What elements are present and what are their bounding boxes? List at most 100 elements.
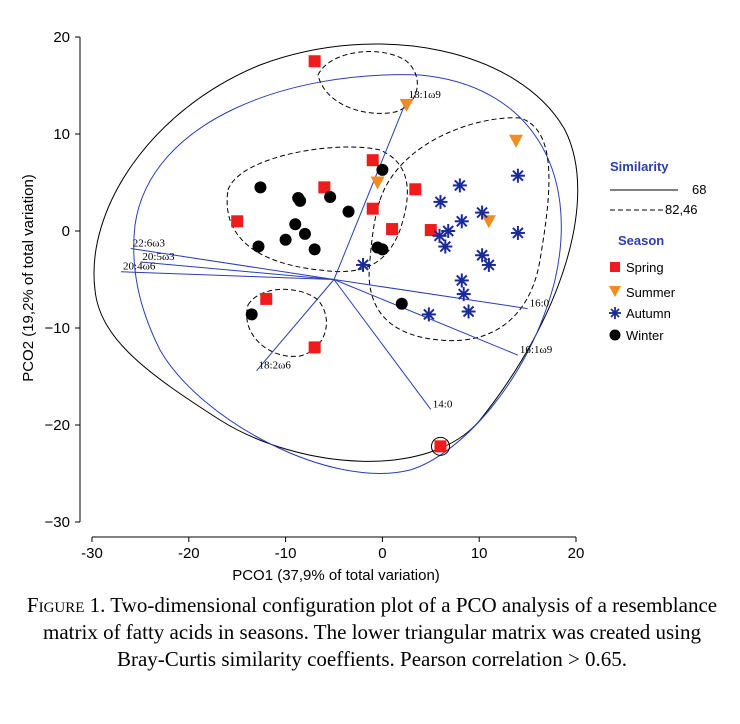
autumn-point [475, 205, 490, 220]
autumn-point [441, 224, 456, 238]
x-tick-label: -20 [178, 545, 200, 562]
contour-82-right [368, 117, 550, 342]
winter-point [245, 308, 258, 321]
winter-point [254, 181, 267, 194]
spring-point [366, 202, 379, 215]
winter-point [376, 163, 389, 176]
figure-caption: Figure 1. Two-dimensional configuration … [22, 592, 722, 673]
vector-line [256, 279, 335, 372]
legend-autumn-marker [609, 307, 621, 319]
legend-similarity-title: Similarity [610, 159, 669, 174]
spring-point [409, 183, 422, 196]
x-tick-label: 0 [378, 545, 386, 562]
autumn-point [510, 225, 525, 240]
x-tick-label: -10 [275, 545, 297, 562]
autumn-point [438, 239, 453, 254]
vector-label: 18:2ω6 [259, 360, 292, 372]
autumn-point [356, 257, 371, 272]
vector-label: 20:4ω6 [123, 261, 156, 273]
x-axis-ticks: -30 -20 -10 0 10 20 [81, 537, 584, 562]
vector-label: 18:1ω9 [409, 89, 442, 101]
legend-spring-label: Spring [626, 260, 664, 275]
y-tick-label: −10 [45, 320, 70, 337]
contour-82-lower [246, 288, 327, 357]
spring-point [308, 55, 321, 68]
spring-point [260, 292, 273, 305]
figure-label: Figure 1. [26, 593, 106, 617]
winter-point [308, 243, 321, 256]
y-tick-label: 0 [62, 223, 70, 240]
y-tick-label: 20 [53, 29, 70, 46]
winter-point [395, 297, 408, 310]
winter-point [298, 227, 311, 240]
legend-autumn-label: Autumn [626, 306, 671, 321]
winter-point [342, 205, 355, 218]
summer-point [481, 215, 496, 229]
summer-point [370, 176, 385, 190]
x-tick-label: -30 [81, 545, 103, 562]
spring-point [386, 223, 399, 236]
winter-point [376, 243, 389, 256]
autumn-point [475, 248, 490, 263]
vector-line [333, 99, 408, 280]
contour-82-center [226, 146, 408, 273]
similarity-contours [93, 43, 579, 474]
winter-point [289, 218, 302, 231]
legend-dashed-label: 82,46 [665, 202, 698, 217]
autumn-point [510, 168, 525, 183]
winter-point [252, 240, 265, 253]
vector-line [333, 279, 432, 410]
winter-point [324, 191, 337, 204]
legend-solid-label: 68 [692, 182, 706, 197]
winter-point [294, 194, 307, 207]
y-tick-label: −20 [45, 417, 70, 434]
spring-point [308, 341, 321, 354]
spring-point [318, 181, 331, 194]
spring-point [366, 154, 379, 167]
vector-line [333, 279, 528, 310]
vector-line [130, 247, 335, 280]
autumn-point [456, 287, 471, 302]
y-axis-ticks: 20 10 0 −10 −20 −30 [45, 29, 80, 531]
vector-line [140, 261, 335, 280]
summer-point [508, 134, 523, 148]
legend-winter-marker [609, 329, 621, 341]
legend-spring-marker [610, 262, 620, 272]
winter-point [279, 233, 292, 246]
vector-label: 14:0 [433, 398, 453, 410]
caption-text: Two-dimensional configuration plot of a … [43, 593, 718, 671]
autumn-point [452, 178, 467, 193]
y-tick-label: −30 [45, 514, 70, 531]
y-axis-title: PCO2 (19,2% of total variation) [20, 174, 37, 382]
summer-point [399, 98, 414, 112]
x-tick-label: 10 [471, 545, 488, 562]
contour-68-outer [93, 43, 579, 462]
spring-point [231, 215, 244, 228]
x-axis-title: PCO1 (37,9% of total variation) [232, 567, 440, 584]
vector-label: 16:1ω9 [520, 344, 553, 356]
legend-summer-label: Summer [626, 285, 676, 300]
contour-68-blue [133, 74, 562, 474]
vector-line [121, 271, 335, 280]
spring-point [424, 224, 437, 237]
autumn-point [454, 273, 469, 288]
vector-label: 22:6ω3 [133, 237, 166, 249]
spring-point [434, 440, 447, 453]
autumn-point [433, 194, 448, 209]
legend: Similarity 68 82,46 Season Spring Summer… [609, 159, 706, 343]
highlight-ring [430, 436, 450, 456]
x-tick-label: 20 [568, 545, 585, 562]
autumn-point [454, 214, 469, 229]
autumn-point [461, 304, 476, 319]
vector-label: 20:5ω3 [142, 251, 175, 263]
y-tick-label: 10 [53, 126, 70, 143]
autumn-point [481, 257, 496, 272]
legend-winter-label: Winter [626, 328, 664, 343]
autumn-point [421, 307, 436, 322]
legend-season-title: Season [618, 233, 664, 248]
legend-summer-marker [609, 286, 621, 297]
vector-label: 16:0 [530, 298, 550, 310]
contour-82-top [317, 51, 418, 114]
